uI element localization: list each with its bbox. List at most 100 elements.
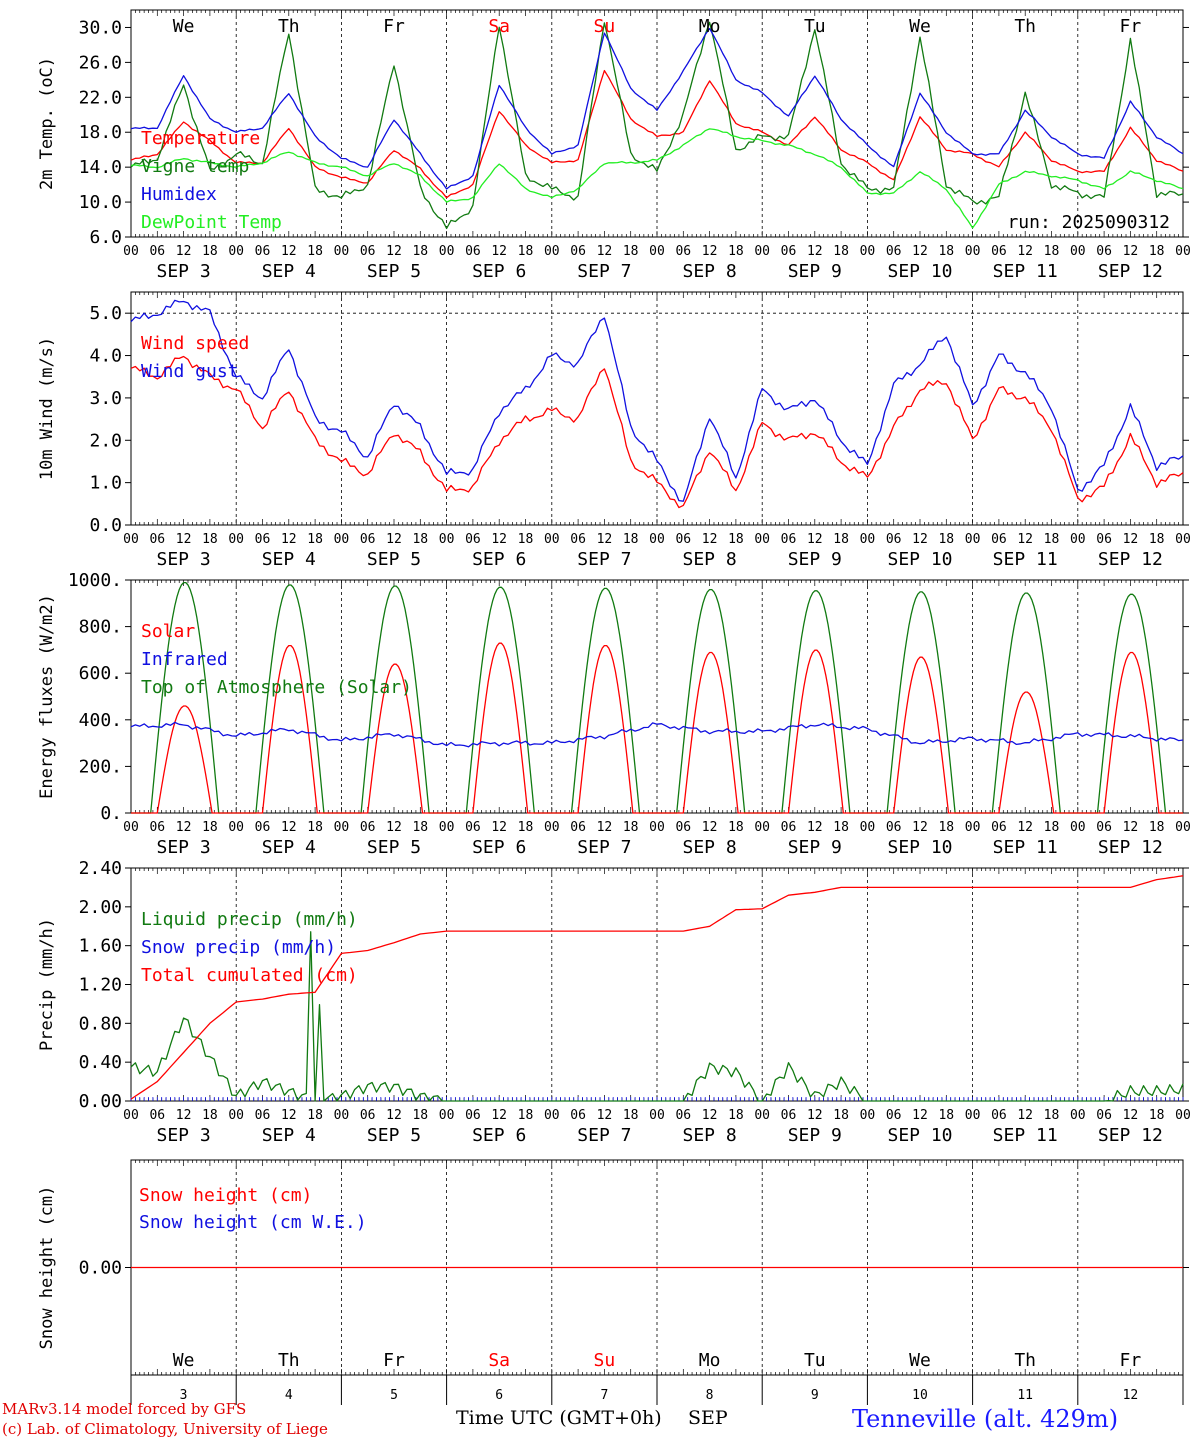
date-label: SEP 10: [887, 261, 952, 282]
hour-tick-label: 00: [860, 532, 876, 547]
hour-tick-label: 12: [281, 244, 297, 259]
hour-tick-label: 18: [202, 532, 218, 547]
hour-tick-label: 18: [1149, 820, 1165, 835]
series-infrared: [130, 721, 1184, 748]
y-tick-label: 800.: [79, 617, 122, 638]
hour-tick-label: 06: [465, 532, 481, 547]
hour-tick-label: 06: [465, 820, 481, 835]
hour-tick-label: 00: [544, 532, 560, 547]
hour-tick-label: 00: [228, 1108, 244, 1123]
date-label: SEP 4: [262, 1125, 316, 1146]
hour-tick-label: 18: [623, 820, 639, 835]
hour-tick-label: 00: [334, 244, 350, 259]
y-tick-label: 0.0: [89, 515, 122, 536]
date-label: SEP 12: [1098, 261, 1163, 282]
legend-entry: Solar: [141, 621, 195, 642]
legend-entry: Total cumulated (cm): [141, 965, 358, 986]
date-label: SEP 7: [577, 549, 631, 570]
hour-tick-label: 12: [491, 820, 507, 835]
hour-tick-label: 06: [781, 244, 797, 259]
day-name: Th: [278, 16, 300, 37]
meteogram-panels: 6.010.014.018.022.026.030.02m Temp. (oC)…: [37, 9, 1191, 1405]
hour-tick-label: 00: [228, 532, 244, 547]
hour-tick-label: 00: [439, 1108, 455, 1123]
hour-tick-label: 12: [912, 244, 928, 259]
hour-tick-label: 06: [360, 820, 376, 835]
date-label: SEP 8: [683, 837, 737, 858]
date-label: SEP 11: [993, 1125, 1058, 1146]
hour-tick-label: 12: [807, 244, 823, 259]
hour-tick-label: 18: [518, 820, 534, 835]
hour-tick-label: 12: [386, 244, 402, 259]
series-liquid: [130, 931, 1184, 1102]
legend-entry: Snow precip (mm/h): [141, 937, 336, 958]
hour-tick-label: 12: [912, 1108, 928, 1123]
hour-tick-label: 18: [1149, 532, 1165, 547]
hour-tick-label: 06: [255, 1108, 271, 1123]
day-number: 11: [1017, 1388, 1033, 1403]
hour-tick-label: 00: [860, 820, 876, 835]
y-tick-label: 600.: [79, 663, 122, 684]
date-label: SEP 7: [577, 1125, 631, 1146]
date-label: SEP 10: [887, 549, 952, 570]
day-name: Tu: [804, 16, 826, 37]
hour-tick-label: 00: [439, 820, 455, 835]
legend-entry: Infrared: [141, 649, 228, 670]
hour-tick-label: 12: [176, 244, 192, 259]
hour-tick-label: 06: [255, 532, 271, 547]
hour-tick-label: 12: [176, 1108, 192, 1123]
hour-tick-label: 12: [491, 1108, 507, 1123]
hour-tick-label: 12: [702, 820, 718, 835]
hour-tick-label: 00: [754, 532, 770, 547]
hour-tick-label: 12: [386, 1108, 402, 1123]
hour-tick-label: 12: [491, 244, 507, 259]
day-name: Fr: [383, 1350, 405, 1371]
y-tick-label: 30.0: [79, 17, 122, 38]
legend-entry: Vigne temp: [141, 156, 249, 177]
date-label: SEP 12: [1098, 549, 1163, 570]
legend-entry: Wind gust: [141, 361, 239, 382]
y-tick-label: 22.0: [79, 87, 122, 108]
date-label: SEP 6: [472, 837, 526, 858]
hour-tick-label: 18: [1149, 1108, 1165, 1123]
y-tick-label: 1.0: [89, 473, 122, 494]
date-label: SEP 3: [157, 837, 211, 858]
hour-tick-label: 00: [965, 1108, 981, 1123]
hour-tick-label: 00: [860, 244, 876, 259]
hour-tick-label: 06: [781, 820, 797, 835]
hour-tick-label: 00: [1070, 532, 1086, 547]
date-label: SEP 10: [887, 837, 952, 858]
hour-tick-label: 06: [149, 1108, 165, 1123]
date-label: SEP 9: [788, 261, 842, 282]
hour-tick-label: 18: [1044, 244, 1060, 259]
date-label: SEP 6: [472, 1125, 526, 1146]
hour-tick-label: 18: [518, 1108, 534, 1123]
y-tick-label: 10.0: [79, 192, 122, 213]
hour-tick-label: 06: [360, 244, 376, 259]
hour-tick-label: 00: [1070, 244, 1086, 259]
y-tick-label: 2.40: [79, 858, 122, 879]
hour-tick-label: 00: [123, 532, 139, 547]
legend-entry: Snow height (cm W.E.): [139, 1212, 367, 1233]
date-label: SEP 12: [1098, 837, 1163, 858]
hour-tick-label: 12: [597, 244, 613, 259]
hour-tick-label: 12: [807, 1108, 823, 1123]
hour-tick-label: 06: [886, 820, 902, 835]
y-tick-label: 1.60: [79, 936, 122, 957]
day-name: We: [909, 16, 931, 37]
day-name: Su: [594, 16, 616, 37]
hour-tick-label: 00: [439, 244, 455, 259]
series-dewpoint: [130, 128, 1184, 229]
y-tick-label: 6.0: [89, 227, 122, 248]
hour-tick-label: 00: [228, 820, 244, 835]
date-label: SEP 11: [993, 549, 1058, 570]
panel-4: 0.00 0.40 0.80 1.20 1.60 2.00 2.40 Precip (mm/h…: [37, 858, 1191, 1146]
hour-tick-label: 12: [386, 820, 402, 835]
series-temperature: [130, 69, 1184, 199]
hour-tick-label: 18: [833, 1108, 849, 1123]
y-tick-label: 3.0: [89, 388, 122, 409]
hour-tick-label: 18: [1044, 1108, 1060, 1123]
hour-tick-label: 12: [1123, 532, 1139, 547]
day-number: 3: [180, 1388, 188, 1403]
y-tick-label: 26.0: [79, 52, 122, 73]
